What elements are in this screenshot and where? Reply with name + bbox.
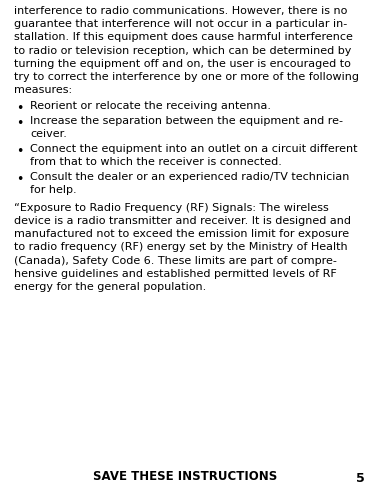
Text: manufactured not to exceed the emission limit for exposure: manufactured not to exceed the emission … xyxy=(14,229,349,238)
Text: Connect the equipment into an outlet on a circuit different: Connect the equipment into an outlet on … xyxy=(30,144,357,154)
Text: stallation. If this equipment does cause harmful interference: stallation. If this equipment does cause… xyxy=(14,33,353,42)
Text: •: • xyxy=(16,145,23,158)
Text: Reorient or relocate the receiving antenna.: Reorient or relocate the receiving anten… xyxy=(30,101,271,111)
Text: to radio frequency (RF) energy set by the Ministry of Health: to radio frequency (RF) energy set by th… xyxy=(14,242,348,252)
Text: Consult the dealer or an experienced radio/TV technician: Consult the dealer or an experienced rad… xyxy=(30,171,350,181)
Text: 5: 5 xyxy=(356,471,365,484)
Text: •: • xyxy=(16,172,23,185)
Text: •: • xyxy=(16,102,23,115)
Text: •: • xyxy=(16,117,23,130)
Text: to radio or television reception, which can be determined by: to radio or television reception, which … xyxy=(14,46,351,56)
Text: “Exposure to Radio Frequency (RF) Signals: The wireless: “Exposure to Radio Frequency (RF) Signal… xyxy=(14,202,329,212)
Text: for help.: for help. xyxy=(30,185,76,195)
Text: energy for the general population.: energy for the general population. xyxy=(14,282,206,292)
Text: Increase the separation between the equipment and re-: Increase the separation between the equi… xyxy=(30,116,343,126)
Text: try to correct the interference by one or more of the following: try to correct the interference by one o… xyxy=(14,72,359,82)
Text: turning the equipment off and on, the user is encouraged to: turning the equipment off and on, the us… xyxy=(14,59,351,69)
Text: measures:: measures: xyxy=(14,85,72,95)
Text: ceiver.: ceiver. xyxy=(30,129,67,139)
Text: hensive guidelines and established permitted levels of RF: hensive guidelines and established permi… xyxy=(14,268,337,278)
Text: from that to which the receiver is connected.: from that to which the receiver is conne… xyxy=(30,157,282,167)
Text: guarantee that interference will not occur in a particular in-: guarantee that interference will not occ… xyxy=(14,19,347,29)
Text: SAVE THESE INSTRUCTIONS: SAVE THESE INSTRUCTIONS xyxy=(93,469,277,482)
Text: interference to radio communications. However, there is no: interference to radio communications. Ho… xyxy=(14,6,347,16)
Text: device is a radio transmitter and receiver. It is designed and: device is a radio transmitter and receiv… xyxy=(14,215,351,225)
Text: (Canada), Safety Code 6. These limits are part of compre-: (Canada), Safety Code 6. These limits ar… xyxy=(14,255,337,265)
